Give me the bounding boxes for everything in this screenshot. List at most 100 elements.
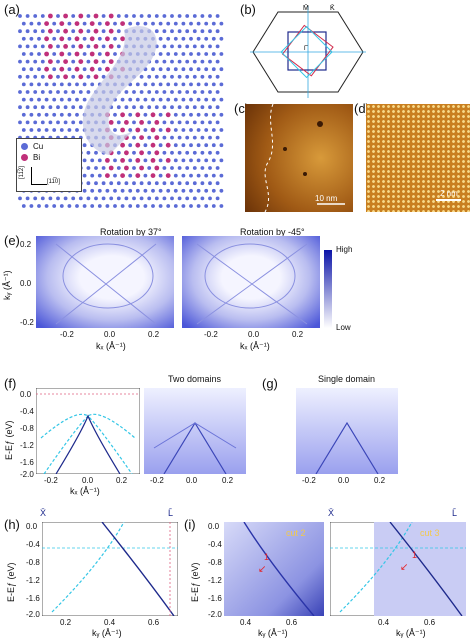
cu-atom bbox=[215, 14, 220, 18]
cu-atom bbox=[181, 128, 186, 132]
bi-atom bbox=[120, 127, 125, 133]
cu-atom bbox=[196, 36, 201, 41]
cu-atom bbox=[208, 150, 212, 155]
f-ylabel: E-Eƒ (eV) bbox=[4, 420, 14, 460]
e-xtick-r2: 0.2 bbox=[292, 330, 304, 339]
cu-atom bbox=[177, 196, 182, 201]
cu-atom bbox=[162, 150, 167, 155]
bi-atom bbox=[93, 28, 99, 34]
cu-atom bbox=[86, 74, 91, 79]
cu-atom bbox=[208, 74, 212, 79]
cu-atom bbox=[200, 150, 205, 155]
i-xtick-r0: 0.4 bbox=[378, 618, 390, 627]
cu-atom bbox=[97, 173, 102, 178]
h-xtick-2: 0.6 bbox=[148, 618, 160, 627]
bi-atom bbox=[135, 173, 141, 179]
cu-atom bbox=[154, 74, 159, 79]
cu-atom bbox=[196, 67, 201, 72]
cu-atom bbox=[185, 181, 190, 186]
bi-atom bbox=[150, 127, 156, 133]
cu-atom bbox=[128, 128, 133, 132]
dir-x-label: [11̅0] bbox=[47, 179, 60, 185]
cu-atom bbox=[158, 204, 163, 208]
bi-atom bbox=[139, 120, 144, 125]
e-ytick-1: 0.0 bbox=[20, 279, 32, 288]
bi-atom bbox=[89, 51, 95, 57]
cu-atom bbox=[189, 21, 193, 26]
cu-atom bbox=[82, 204, 87, 208]
cu-atom bbox=[33, 74, 38, 79]
cu-atom bbox=[204, 128, 209, 132]
cu-atom bbox=[219, 204, 224, 208]
cu-atom bbox=[189, 204, 193, 208]
cu-atom bbox=[196, 21, 201, 26]
cu-atom bbox=[139, 14, 144, 18]
e-xtick-l1: 0.0 bbox=[104, 330, 116, 339]
cu-atom bbox=[18, 74, 22, 79]
bi-atom bbox=[108, 120, 114, 125]
bi-atom bbox=[78, 13, 84, 19]
cu-atom bbox=[78, 105, 83, 110]
cu-atom bbox=[21, 52, 26, 56]
cu-atom bbox=[200, 29, 205, 34]
h-ylabel: E-Eƒ (eV) bbox=[6, 562, 16, 602]
cu-atom bbox=[101, 29, 106, 34]
panel-e-label: (e) bbox=[4, 233, 20, 248]
cu-atom bbox=[116, 14, 121, 18]
cu-atom bbox=[21, 204, 26, 208]
cu-atom bbox=[56, 14, 60, 18]
h-xtick-1: 0.4 bbox=[104, 618, 116, 627]
cu-atom bbox=[75, 82, 79, 87]
i-xtick-0: 0.4 bbox=[240, 618, 252, 627]
cu-atom bbox=[166, 204, 171, 208]
f-xtick-1: 0.0 bbox=[82, 476, 94, 485]
i-cut-left-label: cut 2 bbox=[286, 528, 306, 538]
h-xlabel: kᵧ (Å⁻¹) bbox=[92, 628, 122, 638]
bi-atom bbox=[165, 158, 171, 163]
cu-atom bbox=[215, 90, 220, 94]
cu-atom bbox=[33, 90, 38, 94]
cu-atom bbox=[44, 204, 49, 208]
cu-atom bbox=[158, 188, 163, 193]
cu-atom bbox=[173, 204, 178, 208]
cu-atom bbox=[18, 196, 22, 201]
cu-atom bbox=[192, 196, 197, 201]
cu-atom bbox=[189, 158, 193, 163]
f-ytick-2: -0.8 bbox=[20, 424, 34, 433]
cu-atom bbox=[113, 173, 117, 178]
cu-atom bbox=[219, 97, 224, 102]
i-xtick-r1: 0.6 bbox=[424, 618, 436, 627]
cu-atom bbox=[128, 97, 133, 102]
bi-atom bbox=[165, 127, 171, 133]
cu-atom bbox=[78, 120, 83, 125]
cu-dot-icon bbox=[21, 143, 28, 150]
cu-atom bbox=[82, 97, 87, 102]
cu-atom bbox=[101, 181, 106, 186]
cu-atom bbox=[101, 166, 106, 170]
cu-atom bbox=[192, 74, 197, 79]
cu-atom bbox=[166, 36, 171, 41]
i-ytick-0: 0.0 bbox=[208, 522, 220, 531]
cu-atom bbox=[158, 36, 163, 41]
k-bar-label: K̄ bbox=[330, 4, 335, 12]
cu-atom bbox=[63, 90, 68, 94]
f-xtick-0: -0.2 bbox=[44, 476, 58, 485]
cu-atom bbox=[116, 44, 121, 49]
bi-atom bbox=[48, 44, 53, 49]
cu-atom bbox=[40, 59, 45, 64]
cu-atom bbox=[185, 74, 190, 79]
cu-atom bbox=[204, 204, 209, 208]
bi-atom bbox=[120, 112, 125, 118]
cu-atom bbox=[101, 59, 106, 64]
cu-atom bbox=[143, 204, 148, 208]
cu-atom bbox=[170, 166, 174, 170]
cu-atom bbox=[78, 196, 83, 201]
cu-atom bbox=[18, 90, 22, 94]
bi-atom bbox=[135, 112, 141, 118]
dir-x-arrow-icon bbox=[31, 184, 47, 185]
panel-g-label: (g) bbox=[262, 376, 278, 391]
cu-atom bbox=[189, 67, 193, 72]
cu-atom bbox=[90, 82, 95, 87]
cu-atom bbox=[181, 36, 186, 41]
cu-atom bbox=[37, 52, 41, 56]
